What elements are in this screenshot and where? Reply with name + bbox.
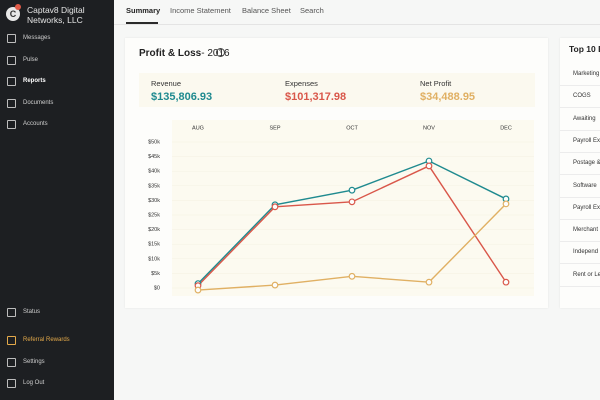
- stat: Net Profit $34,488.95: [420, 79, 475, 103]
- nav-label: Settings: [23, 359, 45, 365]
- nav-icon: [7, 379, 16, 388]
- nav-icon: [7, 55, 16, 65]
- nav-icon: [7, 120, 16, 129]
- nav-label: Documents: [23, 99, 54, 106]
- divider: [560, 107, 600, 109]
- badge: [15, 4, 21, 10]
- tab[interactable]: Summary: [126, 6, 161, 15]
- divider: [560, 85, 600, 86]
- stats: Revenue $135,806.93 Expenses $101,317.98 N…: [139, 73, 535, 107]
- nav-icon: [7, 308, 16, 317]
- stat: Revenue $135,806.93: [151, 79, 212, 103]
- nav-label: Reports: [23, 78, 46, 84]
- nav-label: Pulse: [23, 56, 39, 63]
- nav-icon: [7, 34, 16, 43]
- tab-bar: Summary Income Statement Balance Sheet S…: [114, 0, 600, 25]
- stat: Expenses $101,317.98: [285, 79, 346, 103]
- panel-item: Independ: [573, 249, 599, 256]
- stat-value: $101,317.98: [285, 91, 347, 103]
- profit-loss-card: Profit & Loss- 2016 ? Revenue $135,806.93…: [125, 38, 548, 308]
- nav-label: Log Out: [23, 380, 45, 386]
- tab[interactable]: Balance Sheet: [242, 6, 291, 15]
- stat-value: $135,806.93: [151, 91, 213, 103]
- divider: [560, 196, 600, 198]
- stat-value: $34,488.95: [420, 91, 476, 103]
- divider: [560, 241, 600, 243]
- divider: [560, 218, 600, 220]
- nav-item[interactable]: Pulse: [0, 53, 114, 67]
- nav-item[interactable]: Status: [0, 305, 114, 319]
- title: Profit & Loss: [139, 48, 202, 59]
- divider: [560, 151, 600, 153]
- stat-label: Revenue: [151, 79, 182, 88]
- year: - 2016: [201, 48, 230, 59]
- nav-icon: [7, 336, 16, 345]
- nav-label: Referral Rewards: [23, 337, 70, 343]
- nav-item[interactable]: Documents: [0, 96, 114, 110]
- help-icon[interactable]: ?: [216, 48, 225, 57]
- stat-label: Net Profit: [420, 79, 452, 88]
- nav-item[interactable]: Referral Rewards: [0, 333, 114, 347]
- nav-item[interactable]: Settings: [0, 355, 114, 369]
- tab[interactable]: Income Statement: [170, 6, 231, 15]
- divider: [560, 129, 600, 131]
- panel-item: Payroll Ex: [573, 204, 600, 211]
- nav-item[interactable]: Messages: [0, 31, 114, 45]
- panel-item: Rent or Le: [573, 271, 600, 278]
- company-name: Captav8 Digital Networks, LLC: [27, 5, 85, 25]
- nav-label: Accounts: [23, 121, 48, 127]
- top-expenses-panel: Top 10 E Marketing COGS Awaiting Payroll Ex…: [560, 38, 600, 308]
- tab[interactable]: Search: [300, 6, 324, 15]
- nav-item[interactable]: Log Out: [0, 376, 114, 390]
- active-tab-indicator: [126, 22, 158, 24]
- nav-item[interactable]: Reports: [0, 74, 114, 88]
- nav-icon: [7, 358, 16, 367]
- nav-icon: [7, 77, 16, 86]
- panel-item: Awaiting: [573, 115, 596, 122]
- panel-item: Marketing: [573, 71, 600, 77]
- divider: [560, 174, 600, 176]
- nav-icon: [7, 98, 16, 108]
- stat-label: Expenses: [285, 79, 318, 88]
- panel-item: Postage &: [573, 160, 600, 167]
- panel-item: Merchant: [573, 227, 599, 234]
- sidebar: C Captav8 Digital Networks, LLC Messages…: [0, 0, 114, 400]
- panel-item: Payroll Ex: [573, 137, 600, 144]
- panel-item: Software: [573, 182, 597, 189]
- divider: [560, 263, 600, 265]
- panel-item: COGS: [573, 93, 591, 100]
- card-title: Profit & Loss- 2016: [139, 48, 230, 59]
- logo: C: [6, 7, 20, 21]
- nav-label: Status: [23, 309, 41, 315]
- divider: [560, 285, 600, 287]
- nav-label: Messages: [23, 35, 51, 41]
- panel-title: Top 10 E: [569, 44, 600, 54]
- nav-item[interactable]: Accounts: [0, 117, 114, 131]
